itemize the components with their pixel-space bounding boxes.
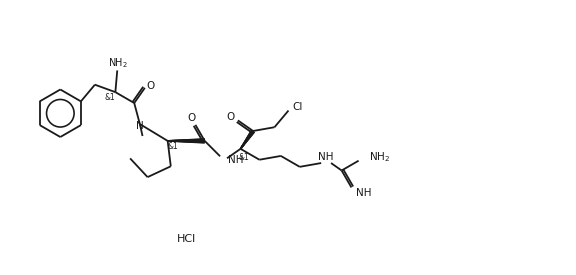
Text: &1: &1	[238, 153, 249, 162]
Text: O: O	[187, 113, 196, 123]
Text: NH: NH	[357, 188, 372, 198]
Text: O: O	[147, 81, 155, 91]
Text: &1: &1	[104, 93, 115, 101]
Text: Cl: Cl	[293, 101, 303, 112]
Text: &1: &1	[167, 142, 178, 151]
Text: HCl: HCl	[176, 234, 196, 244]
Text: O: O	[227, 112, 235, 122]
Text: NH$_2$: NH$_2$	[369, 150, 389, 164]
Text: NH: NH	[319, 152, 334, 162]
Text: NH: NH	[228, 155, 244, 165]
Text: NH$_2$: NH$_2$	[108, 57, 128, 70]
Text: N: N	[136, 121, 144, 131]
